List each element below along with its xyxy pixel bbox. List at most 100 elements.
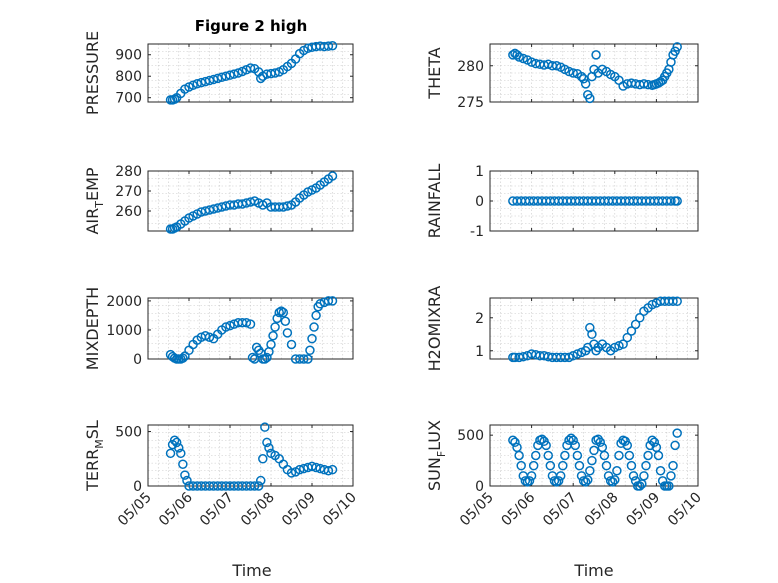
data-point xyxy=(165,448,176,459)
data-point xyxy=(566,433,576,443)
data-point xyxy=(670,46,680,56)
data-point xyxy=(169,94,180,104)
y-axis-label: PRESSURE xyxy=(83,31,102,115)
data-point xyxy=(516,460,526,471)
data-point xyxy=(580,79,591,89)
x-tick-label: 05/08 xyxy=(238,490,278,530)
data-point xyxy=(545,460,556,471)
data-point xyxy=(564,435,574,445)
data-point xyxy=(610,475,620,485)
data-point xyxy=(672,42,682,52)
data-point xyxy=(268,331,278,341)
x-tick-label: 05/06 xyxy=(156,489,196,529)
data-point xyxy=(514,450,524,461)
y-tick-label: 0 xyxy=(133,479,142,495)
y-axis-label: TERRMSL xyxy=(83,420,106,492)
y-axis-label: RAINFALL xyxy=(425,164,444,239)
data-point xyxy=(510,437,520,448)
y-tick-label: 0 xyxy=(133,352,142,368)
data-point xyxy=(553,476,564,486)
data-point xyxy=(543,450,553,461)
data-point xyxy=(531,450,541,461)
y-axis-label: SUNFLUX xyxy=(425,420,448,491)
y-tick-label: 280 xyxy=(457,59,484,75)
data-point xyxy=(174,443,184,453)
x-tick-label: 05/08 xyxy=(582,490,622,530)
x-tick-label: 05/07 xyxy=(197,490,237,530)
data-point xyxy=(323,466,334,476)
subplot-rainfall: -1 0 1 RAINFALL xyxy=(425,164,699,240)
data-point xyxy=(672,296,682,307)
data-point xyxy=(315,299,325,309)
data-point xyxy=(327,171,338,181)
data-point xyxy=(518,53,529,64)
data-point xyxy=(643,450,653,461)
data-point xyxy=(327,296,338,306)
data-point xyxy=(618,339,628,349)
data-point xyxy=(572,450,583,461)
y-axis-label: H2OMIXRA xyxy=(425,286,444,372)
data-point xyxy=(610,342,620,353)
data-point xyxy=(628,471,639,481)
subplot-air-temp: 260 270 280 AIRTEMP xyxy=(83,164,354,235)
data-point xyxy=(614,450,624,461)
x-axis-label-right: Time xyxy=(573,561,613,580)
data-point xyxy=(612,466,622,476)
data-point xyxy=(270,68,280,78)
data-point xyxy=(589,445,599,456)
y-tick-label: 2 xyxy=(475,311,484,327)
y-tick-label: 275 xyxy=(457,95,484,111)
data-point xyxy=(178,353,188,363)
data-point xyxy=(508,435,518,445)
y-tick-label: 800 xyxy=(115,69,142,85)
axes-box xyxy=(489,297,699,360)
data-point xyxy=(309,322,319,332)
data-point xyxy=(303,354,313,364)
data-point xyxy=(622,440,633,451)
data-point xyxy=(587,329,597,340)
y-tick-label: 0 xyxy=(475,479,484,495)
data-point xyxy=(262,437,272,448)
data-point xyxy=(568,68,578,78)
axes-box xyxy=(489,424,699,487)
data-point xyxy=(647,299,657,310)
figure-title: Figure 2 high xyxy=(195,17,308,35)
x-tick-label: 05/10 xyxy=(320,490,360,530)
data-point xyxy=(614,341,624,351)
data-point xyxy=(558,460,568,471)
data-point xyxy=(311,310,321,321)
data-point xyxy=(327,40,338,51)
y-tick-label: 500 xyxy=(457,428,484,444)
x-axis-label-left: Time xyxy=(231,561,271,580)
data-point xyxy=(512,442,522,453)
data-point xyxy=(578,74,589,84)
data-point xyxy=(585,322,595,333)
subplot-pressure: 700 800 900 PRESSURE xyxy=(83,31,354,115)
data-point xyxy=(274,307,284,318)
data-point xyxy=(568,435,578,445)
data-point xyxy=(245,319,256,329)
data-point xyxy=(576,347,587,358)
data-point xyxy=(595,437,605,448)
y-axis-label: AIRTEMP xyxy=(83,167,106,234)
axes-box xyxy=(147,170,354,232)
data-point xyxy=(233,68,243,78)
data-point xyxy=(630,319,641,330)
axes-box xyxy=(489,43,699,103)
data-point xyxy=(572,349,583,359)
data-point xyxy=(323,296,334,306)
data-point xyxy=(272,313,282,324)
data-point xyxy=(241,317,252,328)
data-point xyxy=(666,471,676,481)
data-point xyxy=(327,464,338,475)
data-point xyxy=(570,440,581,451)
data-point xyxy=(587,455,597,466)
data-point xyxy=(182,475,192,486)
data-point xyxy=(256,475,266,486)
y-tick-label: 0 xyxy=(475,194,484,210)
data-point xyxy=(178,459,188,469)
data-point xyxy=(668,460,678,471)
data-point xyxy=(668,296,678,307)
data-point xyxy=(597,442,608,453)
data-point xyxy=(626,460,637,471)
